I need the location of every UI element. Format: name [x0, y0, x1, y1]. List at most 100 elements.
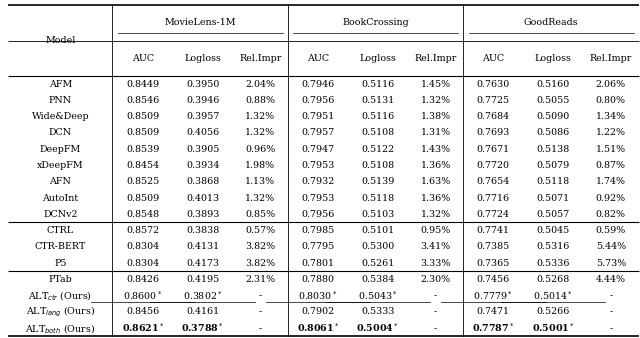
Text: PNN: PNN [49, 96, 72, 105]
Text: Logloss: Logloss [184, 54, 221, 63]
Text: 0.7947: 0.7947 [301, 145, 335, 154]
Text: 0.5004$^*$: 0.5004$^*$ [356, 322, 399, 335]
Text: 0.7946: 0.7946 [301, 80, 335, 89]
Text: 0.3838: 0.3838 [186, 226, 220, 235]
Text: -: - [259, 324, 262, 333]
Text: 0.7956: 0.7956 [301, 96, 335, 105]
Text: 1.36%: 1.36% [420, 161, 451, 170]
Text: Rel.Impr: Rel.Impr [589, 54, 632, 63]
Text: 0.7671: 0.7671 [477, 145, 510, 154]
Text: Logloss: Logloss [534, 54, 572, 63]
Text: 0.7456: 0.7456 [477, 275, 510, 284]
Text: 0.7471: 0.7471 [477, 307, 510, 316]
Text: 0.7801: 0.7801 [301, 259, 335, 268]
Text: 0.7957: 0.7957 [301, 128, 335, 138]
Text: 0.7684: 0.7684 [477, 112, 510, 121]
Text: 2.04%: 2.04% [245, 80, 275, 89]
Text: 0.5122: 0.5122 [362, 145, 394, 154]
Text: 0.8426: 0.8426 [126, 275, 159, 284]
Text: 3.82%: 3.82% [245, 242, 275, 251]
Text: 0.8572: 0.8572 [126, 226, 159, 235]
Text: 1.63%: 1.63% [420, 177, 451, 186]
Text: CTRL: CTRL [47, 226, 74, 235]
Text: 0.5384: 0.5384 [361, 275, 394, 284]
Text: 0.7654: 0.7654 [477, 177, 510, 186]
Text: 2.30%: 2.30% [420, 275, 451, 284]
Text: DCN: DCN [49, 128, 72, 138]
Text: 0.5118: 0.5118 [536, 177, 570, 186]
Text: 0.7693: 0.7693 [477, 128, 510, 138]
Text: 0.5001$^*$: 0.5001$^*$ [532, 322, 575, 335]
Text: 3.33%: 3.33% [420, 259, 451, 268]
Text: 0.8546: 0.8546 [126, 96, 159, 105]
Text: 5.44%: 5.44% [596, 242, 626, 251]
Text: 0.3957: 0.3957 [186, 112, 220, 121]
Text: 0.5139: 0.5139 [361, 177, 395, 186]
Text: 0.5316: 0.5316 [536, 242, 570, 251]
Text: 0.59%: 0.59% [596, 226, 626, 235]
Text: 0.8454: 0.8454 [126, 161, 159, 170]
Text: 1.98%: 1.98% [245, 161, 275, 170]
Text: 0.7365: 0.7365 [477, 259, 510, 268]
Text: 1.34%: 1.34% [596, 112, 626, 121]
Text: DCNv2: DCNv2 [43, 210, 77, 219]
Text: 0.3802$^*$: 0.3802$^*$ [183, 289, 223, 302]
Text: 0.3950: 0.3950 [186, 80, 220, 89]
Text: 0.8548: 0.8548 [126, 210, 159, 219]
Text: 0.5333: 0.5333 [361, 307, 395, 316]
Text: 0.4161: 0.4161 [186, 307, 219, 316]
Text: 0.7953: 0.7953 [301, 194, 335, 202]
Text: 2.06%: 2.06% [596, 80, 626, 89]
Text: 1.38%: 1.38% [420, 112, 451, 121]
Text: 1.22%: 1.22% [596, 128, 626, 138]
Text: 0.5261: 0.5261 [361, 259, 394, 268]
Text: 0.8061$^*$: 0.8061$^*$ [297, 322, 339, 335]
Text: P5: P5 [54, 259, 67, 268]
Text: 0.3934: 0.3934 [186, 161, 220, 170]
Text: 0.8525: 0.8525 [126, 177, 159, 186]
Text: 0.7795: 0.7795 [301, 242, 335, 251]
Text: 0.7725: 0.7725 [477, 96, 510, 105]
Text: -: - [609, 291, 612, 300]
Text: 2.31%: 2.31% [245, 275, 275, 284]
Text: Logloss: Logloss [360, 54, 396, 63]
Text: 0.5101: 0.5101 [362, 226, 394, 235]
Text: 0.7985: 0.7985 [301, 226, 335, 235]
Text: 0.7932: 0.7932 [301, 177, 335, 186]
Text: 0.5108: 0.5108 [362, 128, 394, 138]
Text: Model: Model [45, 36, 76, 45]
Text: 1.32%: 1.32% [245, 112, 275, 121]
Text: 0.5086: 0.5086 [536, 128, 570, 138]
Text: 1.13%: 1.13% [245, 177, 275, 186]
Text: 0.8456: 0.8456 [126, 307, 159, 316]
Text: 0.80%: 0.80% [596, 96, 626, 105]
Text: AUC: AUC [483, 54, 504, 63]
Text: 0.7953: 0.7953 [301, 161, 335, 170]
Text: 1.32%: 1.32% [420, 210, 451, 219]
Text: 1.45%: 1.45% [420, 80, 451, 89]
Text: -: - [434, 291, 437, 300]
Text: 1.36%: 1.36% [420, 194, 451, 202]
Text: 0.8304: 0.8304 [126, 242, 159, 251]
Text: 0.92%: 0.92% [596, 194, 626, 202]
Text: 5.73%: 5.73% [596, 259, 626, 268]
Text: 3.82%: 3.82% [245, 259, 275, 268]
Text: xDeepFM: xDeepFM [37, 161, 84, 170]
Text: 0.4013: 0.4013 [186, 194, 219, 202]
Text: 0.8449: 0.8449 [126, 80, 159, 89]
Text: 0.7720: 0.7720 [477, 161, 510, 170]
Text: 0.5043$^*$: 0.5043$^*$ [358, 289, 398, 302]
Text: DeepFM: DeepFM [40, 145, 81, 154]
Text: 0.5268: 0.5268 [536, 275, 570, 284]
Text: 0.3905: 0.3905 [186, 145, 220, 154]
Text: 0.85%: 0.85% [245, 210, 275, 219]
Text: 0.87%: 0.87% [596, 161, 626, 170]
Text: Wide&Deep: Wide&Deep [31, 112, 89, 121]
Text: AFN: AFN [49, 177, 71, 186]
Text: -: - [609, 307, 612, 316]
Text: BookCrossing: BookCrossing [342, 18, 409, 27]
Text: 0.7741: 0.7741 [477, 226, 510, 235]
Text: 0.8539: 0.8539 [126, 145, 159, 154]
Text: Rel.Impr: Rel.Impr [239, 54, 282, 63]
Text: 0.5108: 0.5108 [362, 161, 394, 170]
